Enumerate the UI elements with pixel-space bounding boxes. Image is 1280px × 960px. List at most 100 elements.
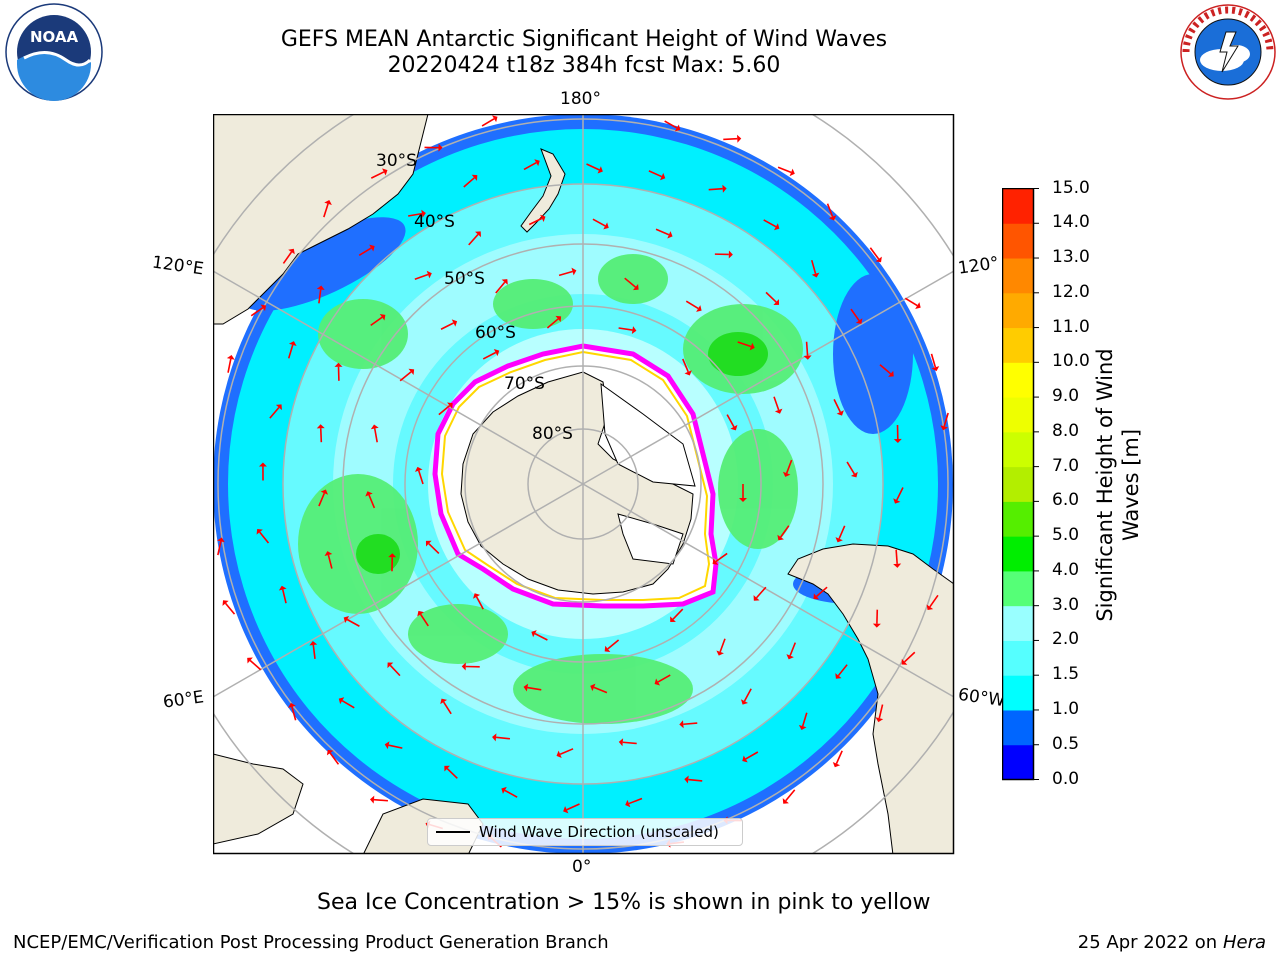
wave-arrow-shaft [904,651,916,663]
wave-arrow-shaft [837,664,848,677]
wave-arrow-head [343,615,350,623]
noaa-logo: NOAA [5,3,103,101]
colorbar-tick-label: 2.0 [1052,629,1080,650]
wave-arrow-shaft [726,414,735,428]
wave-arrow-shaft [534,632,548,641]
wave-arrow-head [492,733,497,742]
wave-arrow-shaft [810,260,817,274]
wave-arrow-head [492,115,498,123]
colorbar-segment [1002,397,1034,433]
wave-arrow-shaft [607,639,620,650]
wave-arrow-shaft [929,594,939,608]
wave-arrow-shaft [688,778,703,782]
wave-arrow-shaft [227,358,232,373]
wave-arrow-shaft [558,270,573,277]
lat-label-80s: 80°S [532,424,573,444]
wave-arrow-shaft [895,549,898,564]
wave-arrow-head [753,595,760,601]
wave-arrow-head [893,563,902,568]
wave-arrow-head [730,424,738,431]
wave-arrow-shaft [682,358,689,373]
colorbar-segment [1002,327,1034,363]
wave-arrow-head [590,683,596,692]
wave-arrow-head [835,673,842,679]
antarctic-wave-map [213,114,955,855]
wave-arrow-head [872,623,881,628]
wave-arrow-shaft [586,163,600,171]
wave-arrow-head [534,159,540,167]
wave-arrow-head [288,341,297,347]
wave-arrow-head [739,498,747,502]
wave-arrow-shaft [446,768,458,779]
wave-arrow-head [888,370,894,377]
wave-arrow-head [749,342,755,351]
colorbar-tick-label: 8.0 [1052,420,1080,441]
wave-arrow-head [855,318,863,324]
wave-arrow-head [556,750,562,758]
new-zealand-land [520,148,566,233]
wave-arrow-shaft [442,701,452,715]
wave-arrow-shaft [683,722,698,726]
wave-arrow-shaft [282,251,293,264]
wave-arrow-shaft [719,638,726,653]
wave-arrow-head [893,438,902,444]
wave-arrow-shaft [291,706,297,721]
chart-title: GEFS MEAN Antarctic Significant Height o… [280,27,888,52]
colorbar-tick-label: 3.0 [1052,594,1080,615]
lon-label-120e: 120°E [150,252,205,280]
wave-arrow-head [875,256,882,263]
wave-arrow-head [716,650,724,656]
colorbar-segment [1002,709,1034,746]
wave-arrow-head [425,540,432,547]
africa-land [213,753,304,845]
wave-arrow-shaft [805,341,809,356]
wave-arrow-head [384,741,390,750]
wave-arrow-head [326,749,334,756]
colorbar-segment [1002,744,1034,780]
wave-arrow-head [379,314,386,321]
wave-arrow-shaft [281,589,287,604]
national-weather-service-logo [1180,4,1276,100]
lat-label-40s: 40°S [414,212,455,232]
colorbar-segment [1002,675,1034,711]
colorbar-segment [1002,431,1034,468]
wave-arrow-head [288,702,296,708]
lon-label-120w: 120° [956,253,1001,279]
wave-arrow-head [782,798,789,804]
wave-arrow-head [915,302,921,309]
wave-arrow-shaft [475,596,484,610]
wave-arrow-head [684,370,692,376]
wave-arrow-head [444,765,450,772]
wave-arrow-shaft [358,247,372,256]
wave-arrow-shaft [835,750,843,764]
wave-arrow-shaft [318,289,322,304]
wave-arrow-head [789,168,795,177]
colorbar-tick-label: 11.0 [1052,316,1090,337]
wave-arrow-head [696,305,702,312]
colorbar-segment [1002,501,1034,537]
wave-arrow-shaft [904,297,918,307]
wave-arrow-shaft [495,736,511,740]
wave-height-patches [298,254,803,724]
wave-arrow-head [901,658,908,665]
colorbar-tick-label: 12.0 [1052,281,1090,302]
colorbar-segment [1002,292,1034,329]
chart-subtitle: 20220424 t18z 384h fcst Max: 5.60 [387,53,781,78]
lon-label-0: 0° [572,857,592,877]
colorbar-tick-label: 13.0 [1052,247,1090,268]
wave-arrow-head [893,498,901,504]
colorbar-tick-label: 4.0 [1052,559,1080,580]
wave-arrow-shaft [715,552,728,563]
wave-arrow-shaft [373,428,378,443]
wave-arrow-head [597,166,603,174]
wave-arrow-shaft [826,203,834,218]
wave-arrow-shaft [737,341,752,348]
wave-arrow-shaft [249,659,262,671]
wave-arrow-shaft [878,704,884,719]
wave-arrow-head [931,366,940,372]
lat-label-50s: 50°S [444,269,485,289]
wave-arrow-head [414,466,423,472]
wave-arrow-shaft [846,461,856,475]
wave-arrow-head [740,699,749,705]
wave-arrow-shaft [628,797,643,805]
